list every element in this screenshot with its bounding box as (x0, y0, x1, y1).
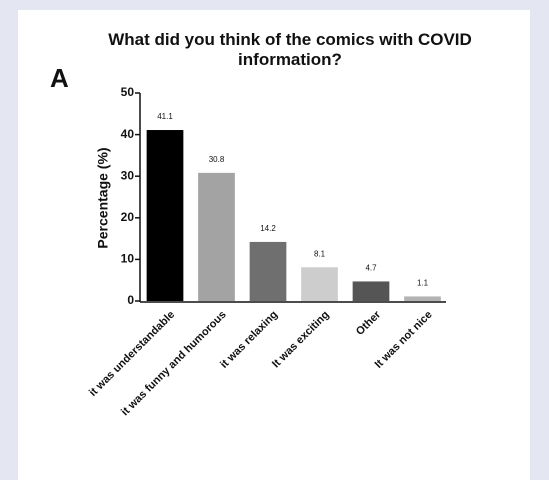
x-tick-label: Other (354, 308, 384, 338)
value-label: 30.8 (209, 155, 225, 164)
panel-label: A (50, 63, 69, 93)
bar (301, 267, 338, 301)
value-label: 14.2 (260, 224, 276, 233)
value-label: 8.1 (314, 249, 326, 258)
y-tick-label: 10 (121, 252, 135, 266)
bar (146, 130, 184, 301)
y-tick-label: 20 (121, 210, 135, 224)
chart-title: What did you think of the comics with CO… (108, 30, 472, 69)
y-axis-label: Percentage (%) (95, 147, 111, 248)
value-label: 1.1 (417, 279, 429, 288)
bar (352, 281, 390, 301)
y-tick-label: 0 (127, 293, 134, 307)
value-label: 4.7 (365, 264, 377, 273)
bar (249, 241, 287, 301)
value-label: 41.1 (157, 112, 173, 121)
y-tick-label: 40 (121, 127, 135, 141)
bar (404, 296, 441, 301)
x-tick-label: it was understandable (87, 309, 177, 399)
x-tick-label: it was funny and humorous (119, 309, 229, 419)
y-tick-label: 30 (121, 168, 135, 182)
bar (198, 172, 235, 301)
y-tick-label: 50 (121, 85, 135, 99)
